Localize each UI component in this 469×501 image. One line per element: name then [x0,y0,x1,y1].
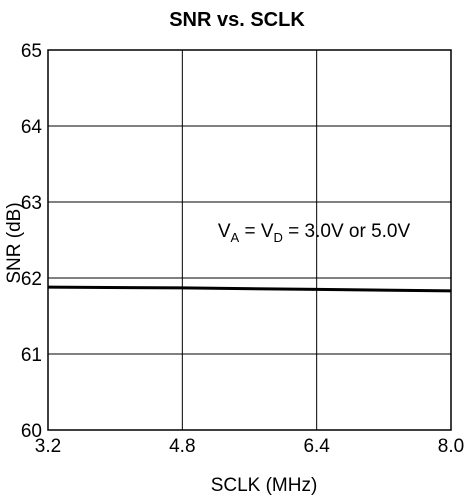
annotation-text: V [218,221,231,242]
chart-title: SNR vs. SCLK [169,9,305,31]
x-axis-label: SCLK (MHz) [211,475,318,496]
annotation-text: = 3.0V or 5.0V [283,221,411,242]
y-tick-label: 60 [21,421,42,442]
annotation-subscript: D [274,230,283,245]
series-layer [47,285,452,293]
snr-series-line [47,285,452,293]
y-tick-labels: 60 61 62 63 64 65 [21,41,43,442]
annotation-text: = V [239,221,274,242]
grid-lines [48,50,451,430]
x-tick-label: 8.0 [438,436,464,457]
condition-annotation: VA = VD = 3.0V or 5.0V [218,221,411,245]
annotation-subscript: A [231,230,240,245]
x-tick-label: 3.2 [35,436,61,457]
y-tick-label: 63 [21,193,42,214]
y-tick-label: 61 [21,345,42,366]
x-tick-label: 4.8 [169,436,195,457]
y-axis-label: SNR (dB) [4,202,25,283]
y-tick-label: 65 [21,41,42,62]
x-tick-labels: 3.2 4.8 6.4 8.0 [35,436,464,457]
y-tick-label: 64 [21,117,43,138]
plot-frame [47,49,452,431]
y-tick-label: 62 [21,269,42,290]
x-tick-label: 6.4 [303,436,330,457]
